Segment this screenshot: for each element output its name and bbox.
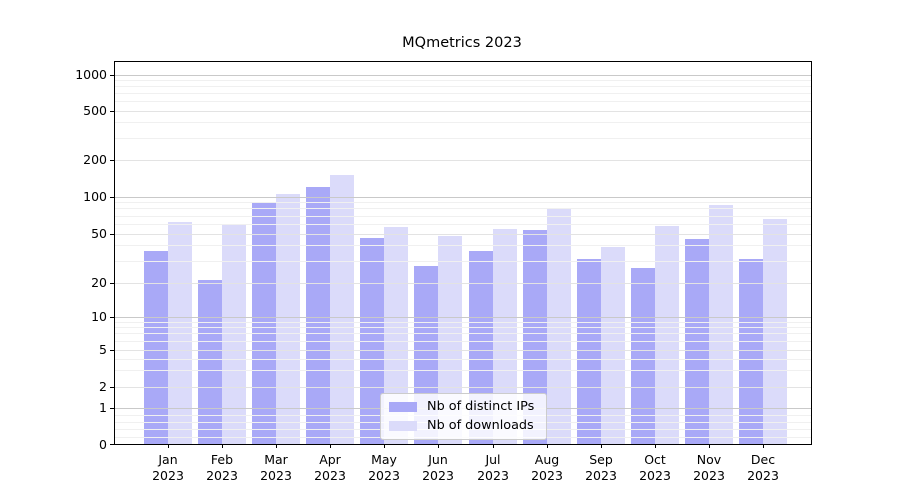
x-tick-mark [438,444,439,448]
legend-swatch-distinct-ips-icon [389,401,417,412]
y-tick-mark [110,111,114,112]
x-tick-mark [384,444,385,448]
y-tick-label: 10 [91,309,107,324]
y-tick-label: 50 [91,226,107,241]
bar-mar-downloads [276,193,300,444]
y-tick-label: 5 [99,342,107,357]
y-tick-mark [110,408,114,409]
bar-sep-downloads [601,246,625,444]
y-tick-label: 0 [99,436,107,452]
y-tick-mark [110,234,114,235]
x-tick-mark [655,444,656,448]
x-tick-label: Jul 2023 [477,452,509,483]
legend-item-distinct-ips: Nb of distinct IPs [389,399,534,414]
y-minor-gridline [115,101,811,102]
y-minor-gridline [115,370,811,371]
y-minor-gridline [115,245,811,246]
x-tick-label: Oct 2023 [639,452,671,483]
x-tick-label: May 2023 [368,452,400,483]
y-tick-label: 20 [91,275,107,290]
y-tick-label: 200 [83,152,107,167]
y-minor-gridline [115,80,811,81]
x-tick-mark [493,444,494,448]
y-tick-mark [110,75,114,76]
x-tick-mark [547,444,548,448]
y-tick-label: 2 [99,379,107,394]
y-gridline [115,317,811,318]
x-tick-label: Apr 2023 [314,452,346,483]
x-tick-mark [330,444,331,448]
y-minor-gridline [115,224,811,225]
bar-oct-downloads [655,225,679,444]
y-tick-mark [110,160,114,161]
y-gridline [115,75,811,76]
y-minor-gridline [115,86,811,87]
x-tick-mark [709,444,710,448]
x-tick-label: Jun 2023 [422,452,454,483]
x-tick-label: Jan 2023 [152,452,184,483]
bar-feb-downloads [222,224,246,444]
y-gridline [115,111,811,112]
y-minor-gridline [115,202,811,203]
y-tick-label: 1000 [75,67,107,82]
legend: Nb of distinct IPs Nb of downloads [380,393,548,440]
y-tick-mark [110,350,114,351]
y-minor-gridline [115,327,811,328]
x-tick-label: Mar 2023 [260,452,292,483]
bar-aug-downloads [547,207,571,444]
plot-area: Nb of distinct IPs Nb of downloads 1000 5… [75,61,812,483]
legend-label-downloads: Nb of downloads [427,418,534,433]
legend-item-downloads: Nb of downloads [389,418,534,433]
bar-apr-downloads [330,175,354,444]
x-tick-mark [601,444,602,448]
bar-apr-distinct-ips [306,187,330,444]
bar-oct-distinct-ips [631,268,655,444]
y-gridline [115,234,811,235]
x-tick-label: Aug 2023 [531,452,563,483]
bar-nov-downloads [709,204,733,444]
y-minor-gridline [115,93,811,94]
y-tick-mark [110,197,114,198]
chart-title: MQmetrics 2023 [402,35,522,51]
y-gridline [115,283,811,284]
legend-label-distinct-ips: Nb of distinct IPs [427,399,535,414]
x-tick-label: Dec 2023 [747,452,779,483]
y-gridline [115,197,811,198]
x-tick-label: Sep 2023 [585,452,617,483]
bar-mar-distinct-ips [252,202,276,444]
x-tick-mark [276,444,277,448]
y-minor-gridline [115,261,811,262]
y-tick-label: 100 [83,189,107,204]
bar-dec-downloads [763,218,787,444]
y-tick-mark [110,444,114,445]
y-minor-gridline [115,122,811,123]
y-tick-mark [110,387,114,388]
y-minor-gridline [115,138,811,139]
bar-feb-distinct-ips [198,279,222,444]
bar-dec-distinct-ips [739,259,763,444]
x-tick-mark [763,444,764,448]
y-minor-gridline [115,333,811,334]
y-gridline [115,160,811,161]
y-tick-label: 500 [83,103,107,118]
y-minor-gridline [115,208,811,209]
x-tick-label: Feb 2023 [206,452,238,483]
bar-sep-distinct-ips [577,259,601,444]
x-tick-label: Nov 2023 [693,452,725,483]
y-minor-gridline [115,322,811,323]
y-minor-gridline [115,216,811,217]
y-minor-gridline [115,341,811,342]
y-tick-mark [110,283,114,284]
y-tick-label: 1 [99,400,107,415]
y-gridline [115,350,811,351]
y-tick-mark [110,317,114,318]
x-tick-mark [222,444,223,448]
y-gridline [115,387,811,388]
legend-swatch-downloads-icon [389,420,417,431]
y-minor-gridline [115,359,811,360]
x-tick-mark [168,444,169,448]
